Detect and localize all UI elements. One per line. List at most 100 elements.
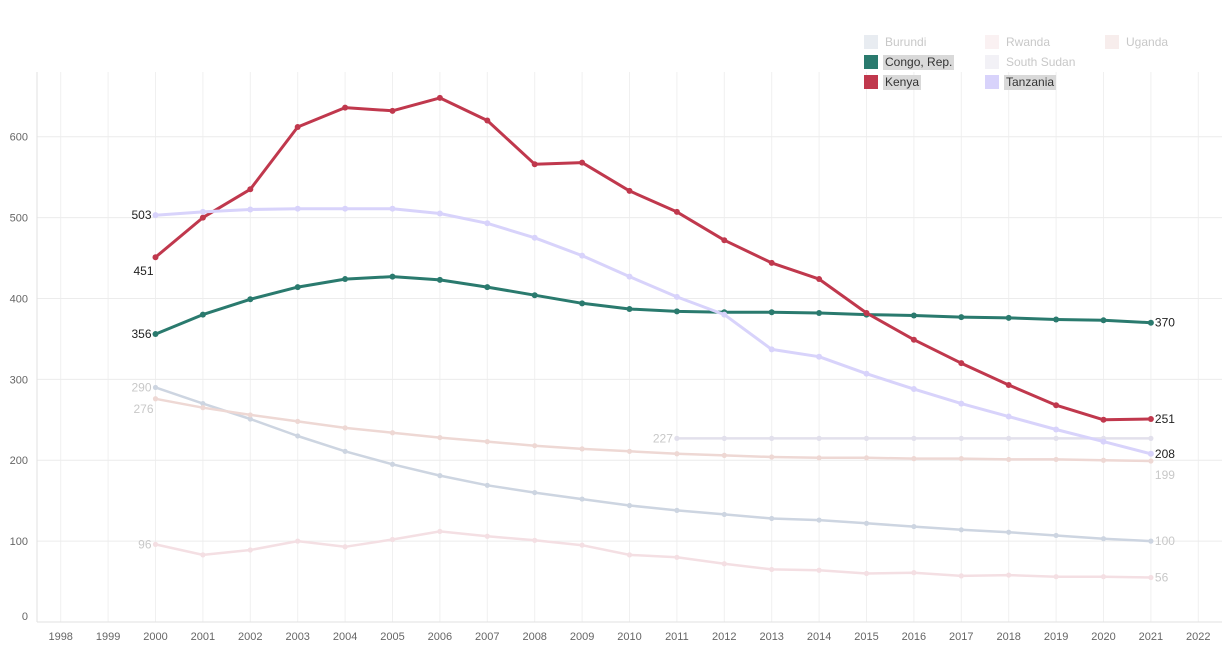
chart-legend: Burundi Rwanda Uganda Congo, Rep. South … [864,33,1194,93]
x-tick-label: 2009 [570,631,594,643]
series-kenya: 451 251 [133,94,1175,426]
legend-label-kenya: Kenya [883,74,922,90]
data-point-uganda [958,456,964,462]
data-point-uganda [863,455,870,461]
legend-item-congo-rep[interactable]: Congo, Rep. [864,53,955,71]
legend-item-uganda[interactable]: Uganda [1105,33,1170,51]
x-tick-label: 2021 [1139,631,1163,643]
data-point-tanzania [1053,426,1060,433]
data-point-rwanda [769,566,775,573]
data-point-congo-rep [484,284,491,291]
legend-item-rwanda[interactable]: Rwanda [985,33,1052,51]
data-point-rwanda [437,528,443,535]
data-point-burundi [1148,538,1154,544]
data-point-uganda [674,451,680,457]
data-point-rwanda [911,570,917,576]
data-point-uganda [389,430,396,436]
data-point-uganda [295,418,301,425]
x-tick-label: 2011 [665,631,689,643]
data-point-rwanda [247,547,253,553]
series-uganda: 276 199 [133,396,1175,482]
data-point-south-sudan [1148,435,1154,441]
x-tick-label: 2016 [902,631,926,643]
data-point-congo-rep [673,308,680,315]
x-tick-label: 2004 [333,631,357,643]
data-point-rwanda [484,533,490,539]
data-label-uganda: 199 [1155,468,1175,482]
data-point-tanzania [247,206,254,213]
data-point-burundi [863,520,870,526]
data-point-burundi [342,448,348,454]
legend-item-burundi[interactable]: Burundi [864,33,928,51]
data-point-burundi [674,507,680,513]
data-point-uganda [1053,456,1059,463]
legend-item-kenya[interactable]: Kenya [864,73,922,91]
data-point-burundi [958,527,964,533]
legend-item-south-sudan[interactable]: South Sudan [985,53,1077,71]
x-tick-label: 2020 [1091,631,1115,643]
data-point-tanzania [199,208,206,215]
series-line-rwanda [154,530,1153,579]
legend-swatch-south-sudan [985,55,999,69]
data-point-kenya [247,186,254,193]
x-tick-label: 2012 [712,631,736,643]
x-tick-label: 2018 [996,631,1020,643]
data-point-rwanda [389,536,396,543]
x-tick-label: 2008 [522,631,546,643]
x-tick-label: 2007 [475,631,499,643]
data-point-south-sudan [721,435,727,441]
data-point-congo-rep [1053,316,1060,323]
data-point-south-sudan [816,435,822,441]
y-tick-label: 600 [10,132,28,144]
data-point-south-sudan [1006,435,1012,441]
data-label-burundi: 100 [1155,534,1175,548]
data-point-tanzania [910,386,917,393]
data-point-tanzania [579,252,586,259]
data-point-tanzania [958,400,965,407]
data-point-uganda [911,456,917,462]
data-point-south-sudan [674,435,680,441]
data-point-kenya [863,310,870,317]
data-point-burundi [152,384,159,391]
data-point-tanzania [389,205,396,212]
data-point-kenya [1147,415,1154,422]
x-tick-label: 2006 [428,631,452,643]
data-point-rwanda [1006,572,1012,578]
data-label-kenya: 251 [1155,412,1175,426]
data-point-kenya [673,208,680,215]
legend-swatch-rwanda [985,35,999,49]
x-tick-label: 2010 [617,631,641,643]
data-point-congo-rep [294,284,301,291]
data-point-uganda [769,454,775,460]
y-tick-label: 500 [10,213,28,225]
data-point-burundi [579,496,585,502]
data-label-burundi: 290 [131,380,151,394]
legend-label-rwanda: Rwanda [1006,34,1051,49]
data-point-rwanda [1053,574,1059,580]
data-point-tanzania [768,346,775,353]
data-point-south-sudan [863,435,870,441]
data-point-burundi [200,401,206,407]
data-point-tanzania [673,293,680,300]
data-label-kenya: 451 [133,264,153,278]
data-point-congo-rep [342,276,349,283]
data-point-tanzania [484,220,491,227]
data-point-uganda [721,452,727,458]
x-tick-label: 2001 [191,631,215,643]
legend-swatch-kenya [864,75,878,89]
legend-item-tanzania[interactable]: Tanzania [985,73,1057,91]
data-point-burundi [911,523,917,530]
tick-labels: 0 100 200 300 400 500 600 1998 1999 2000 2001 2002 2… [10,132,1211,643]
data-point-kenya [816,276,823,283]
data-point-tanzania [816,353,823,360]
data-point-uganda [532,443,538,449]
data-point-congo-rep [152,331,159,338]
x-tick-label: 2003 [285,631,309,643]
data-point-kenya [579,159,586,166]
data-point-burundi [484,482,490,488]
data-label-uganda: 276 [133,402,153,416]
data-point-congo-rep [1147,319,1154,326]
x-tick-label: 2017 [949,631,973,643]
data-point-congo-rep [910,312,917,319]
y-tick-label: 400 [10,293,28,305]
